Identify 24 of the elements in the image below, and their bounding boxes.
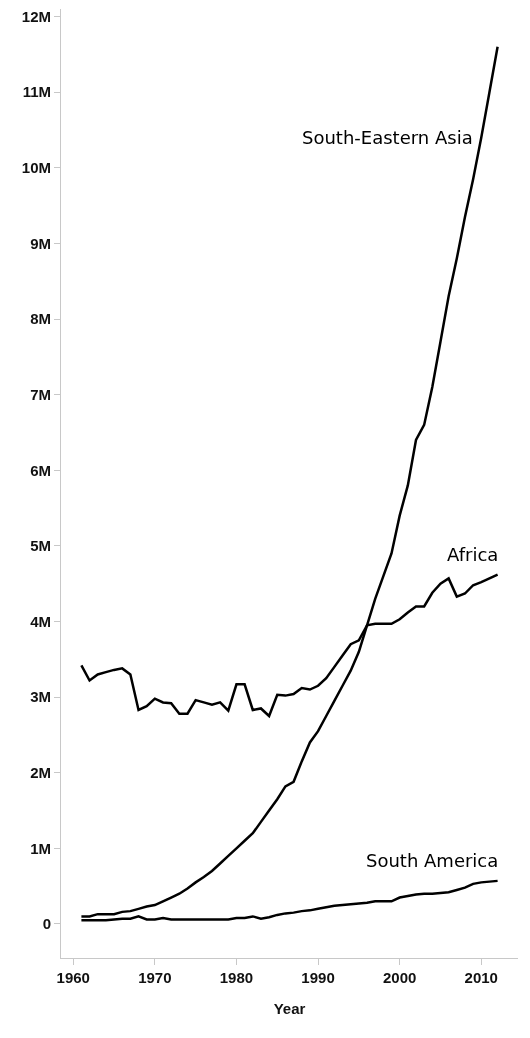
y-tick-label: 2M (30, 763, 51, 781)
y-tick-label: 1M (30, 839, 51, 857)
y-tick-label: 3M (30, 688, 51, 706)
y-tick-label: 11M (22, 83, 51, 101)
x-axis-title: Year (273, 1000, 306, 1017)
line-series (80, 45, 499, 918)
x-tick-label: 1960 (56, 969, 90, 986)
y-tick-label: 0 (42, 915, 51, 933)
series-label: Africa (447, 544, 499, 565)
x-tick-label: 1990 (301, 969, 335, 986)
x-tick-label: 2000 (382, 969, 417, 986)
x-tick-label: 1980 (219, 969, 254, 986)
y-tick-label: 4M (30, 612, 51, 630)
y-tick-label: 8M (30, 310, 51, 328)
y-tick-label: 9M (30, 234, 51, 252)
y-tick-label: 5M (30, 537, 51, 555)
series-label: South America (366, 850, 499, 871)
y-tick-label: 12M (21, 7, 51, 25)
series-label: South-Eastern Asia (302, 127, 473, 148)
y-tick-label: 6M (30, 461, 51, 479)
x-tick-label: 1970 (138, 969, 172, 986)
y-tick-label: 10M (21, 159, 51, 177)
y-tick-label: 7M (30, 385, 51, 403)
x-tick-label: 2010 (464, 969, 498, 986)
